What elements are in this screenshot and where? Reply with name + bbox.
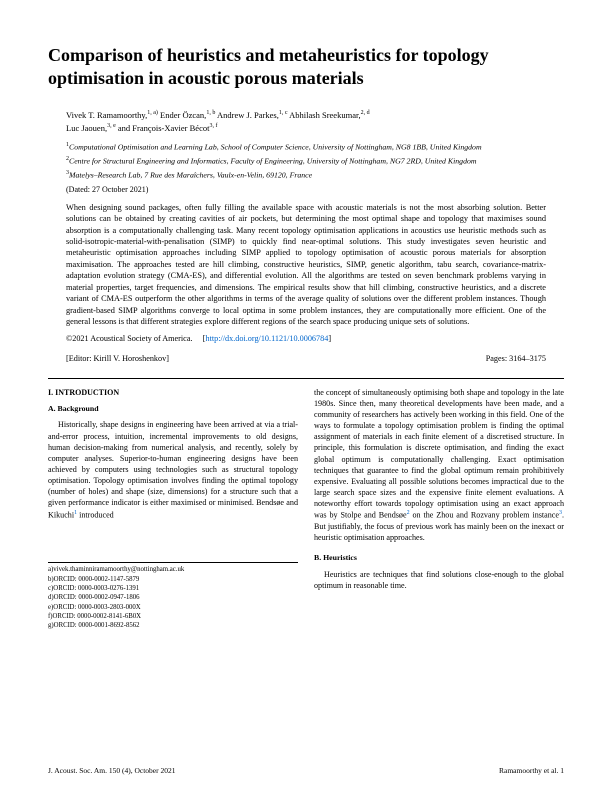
editor-row: [Editor: Kirill V. Horoshenkov] Pages: 3… — [66, 353, 546, 364]
author-affil-sup: 1, b — [206, 110, 215, 116]
left-column: I. INTRODUCTION A. Background Historical… — [48, 387, 298, 632]
author-name: Ender Özcan, — [160, 110, 206, 120]
footer-right: Ramamoorthy et al. 1 — [499, 766, 564, 776]
author-affil-sup: 3, e — [107, 123, 116, 129]
footnote: d)ORCID: 0000-0002-0947-1806 — [48, 594, 298, 603]
para-text: Historically, shape designs in engineeri… — [48, 420, 298, 519]
affiliation: 2Centre for Structural Engineering and I… — [66, 155, 546, 167]
subsection-heading: A. Background — [48, 404, 298, 415]
para-text: the concept of simultaneously optimising… — [314, 388, 564, 520]
footnote: g)ORCID: 0000-0001-8692-8562 — [48, 622, 298, 631]
editor-text: [Editor: Kirill V. Horoshenkov] — [66, 353, 169, 364]
para-text: introduced — [77, 510, 114, 519]
author-name: Abhilash Sreekumar, — [289, 110, 360, 120]
doi-link[interactable]: http://dx.doi.org/10.1121/10.0006784 — [205, 334, 328, 343]
footnotes-block: a)vivek.thaminniramamoorthy@nottingham.a… — [48, 562, 298, 631]
abstract-text: When designing sound packages, often ful… — [66, 202, 546, 328]
para-text: on the Zhou and Rozvany problem instance — [410, 511, 559, 520]
author-name: and François-Xavier Bécot — [118, 123, 210, 133]
affiliation: 3Matelys–Research Lab, 7 Rue des Maraîch… — [66, 169, 546, 181]
author-affil-sup: 1, a) — [147, 110, 158, 116]
author-affil-sup: 3, f — [209, 123, 217, 129]
paper-title: Comparison of heuristics and metaheurist… — [48, 44, 564, 89]
author-name: Vivek T. Ramamoorthy, — [66, 110, 147, 120]
subsection-heading: B. Heuristics — [314, 553, 564, 564]
author-name: Luc Jaouen, — [66, 123, 107, 133]
footer-left: J. Acoust. Soc. Am. 150 (4), October 202… — [48, 766, 176, 776]
body-paragraph: Heuristics are techniques that find solu… — [314, 569, 564, 591]
pages-text: Pages: 3164–3175 — [486, 353, 546, 364]
date-line: (Dated: 27 October 2021) — [66, 185, 546, 196]
right-column: the concept of simultaneously optimising… — [314, 387, 564, 632]
author-affil-sup: 2, d — [361, 110, 370, 116]
footnote: c)ORCID: 0000-0003-0276-1391 — [48, 585, 298, 594]
affil-text: Computational Optimisation and Learning … — [69, 142, 482, 151]
affiliation: 1Computational Optimisation and Learning… — [66, 141, 546, 153]
page-footer: J. Acoust. Soc. Am. 150 (4), October 202… — [48, 766, 564, 776]
copyright-text: ©2021 Acoustical Society of America. — [66, 334, 193, 343]
authors-block: Vivek T. Ramamoorthy,1, a) Ender Özcan,1… — [66, 109, 546, 135]
footnote: b)ORCID: 0000-0002-1147-5879 — [48, 576, 298, 585]
footnote: a)vivek.thaminniramamoorthy@nottingham.a… — [48, 566, 298, 575]
two-column-body: I. INTRODUCTION A. Background Historical… — [48, 387, 564, 632]
affil-text: Matelys–Research Lab, 7 Rue des Maraîche… — [69, 170, 312, 179]
section-rule — [48, 378, 564, 379]
author-name: Andrew J. Parkes, — [217, 110, 279, 120]
copyright-row: ©2021 Acoustical Society of America. [ht… — [66, 333, 546, 344]
body-paragraph: Historically, shape designs in engineeri… — [48, 419, 298, 520]
footnote: f)ORCID: 0000-0002-8141-6B0X — [48, 613, 298, 622]
footnote: e)ORCID: 0000-0003-2803-000X — [48, 604, 298, 613]
author-affil-sup: 1, c — [279, 110, 288, 116]
section-heading: I. INTRODUCTION — [48, 387, 298, 398]
body-paragraph: the concept of simultaneously optimising… — [314, 387, 564, 544]
affil-text: Centre for Structural Engineering and In… — [69, 156, 477, 165]
